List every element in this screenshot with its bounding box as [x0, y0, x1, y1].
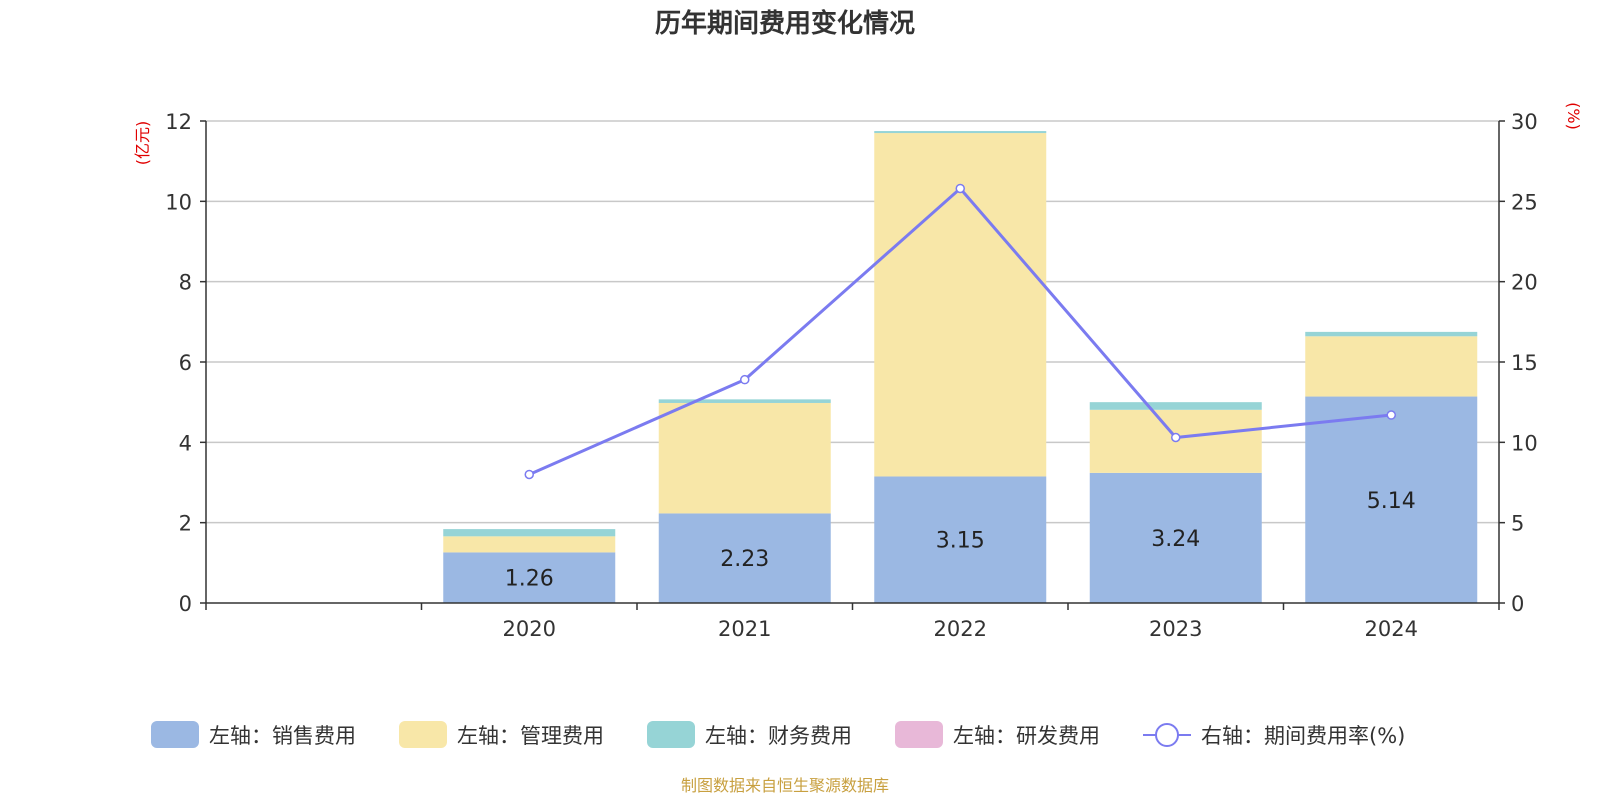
right-axis-tick-label: 10 [1511, 431, 1538, 455]
source-note: 制图数据来自恒生聚源数据库 [681, 776, 889, 795]
data-labels: 1.26 2.23 3.15 3.24 5.14 [505, 489, 1416, 592]
legend-label: 右轴：期间费用率(%) [1201, 724, 1405, 748]
grid-lines [206, 120, 1499, 524]
bar-segment [874, 131, 1047, 134]
legend-label: 左轴：管理费用 [457, 724, 604, 748]
right-axis-tick-label: 0 [1511, 592, 1524, 616]
left-axis-tick-label: 8 [179, 271, 192, 295]
rate-point [1171, 432, 1181, 443]
left-axis-tick-label: 4 [179, 431, 192, 455]
rate-point [524, 469, 534, 480]
right-axis-tick-label: 5 [1511, 512, 1524, 536]
x-axis-tick-label: 2023 [1149, 617, 1202, 641]
bar-segment [1089, 402, 1262, 410]
legend-label: 左轴：研发费用 [953, 724, 1100, 748]
bar-segment [443, 529, 616, 537]
right-axis-unit: (%) [1564, 102, 1583, 130]
right-axis-tick-label: 15 [1511, 351, 1538, 375]
legend-swatch [151, 721, 199, 748]
rate-point [740, 374, 750, 385]
left-axis-tick-label: 0 [179, 592, 192, 616]
left-axis-tick-label: 12 [165, 110, 192, 134]
left-axis-tick-label: 6 [179, 351, 192, 375]
legend-marker-icon [1155, 723, 1179, 747]
x-axis-tick-label: 2021 [718, 617, 771, 641]
chart-title: 历年期间费用变化情况 [655, 8, 915, 39]
rate-point [1386, 410, 1396, 420]
bar-value-label: 5.14 [1367, 489, 1416, 514]
right-axis-tick-label: 25 [1511, 190, 1538, 214]
x-axis-tick-label: 2022 [934, 617, 987, 641]
x-axis-tick-label: 2024 [1365, 617, 1418, 641]
bar-segment [1305, 336, 1478, 397]
bar-segment [1305, 331, 1478, 337]
legend-swatch [399, 721, 447, 748]
bar-segment [1089, 472, 1262, 603]
x-axis-tick-label: 2020 [503, 617, 556, 641]
legend-swatch [895, 721, 943, 748]
bar-value-label: 2.23 [720, 547, 769, 572]
left-axis-tick-label: 10 [165, 190, 192, 214]
bar-value-label: 1.26 [505, 567, 554, 592]
bar-segment [658, 402, 831, 514]
bar-segment [1305, 396, 1478, 603]
right-axis-tick-label: 20 [1511, 271, 1538, 295]
right-axis-tick-label: 30 [1511, 110, 1538, 134]
axes: 0 2 4 6 8 10 12 0 5 10 15 20 25 30 2020 2021 2022 2023 202… [165, 110, 1537, 641]
bar-segment [443, 552, 616, 603]
left-axis-unit: (亿元) [133, 121, 152, 166]
bars [443, 131, 1478, 603]
bar-segment [874, 476, 1047, 603]
rate-point [955, 183, 965, 194]
left-axis-tick-label: 2 [179, 512, 192, 536]
bar-segment [658, 513, 831, 603]
bar-segment [443, 536, 616, 553]
bar-value-label: 3.15 [936, 529, 985, 554]
legend-label: 左轴：财务费用 [705, 724, 852, 748]
bar-value-label: 3.24 [1151, 527, 1200, 552]
legend: 左轴：销售费用 左轴：管理费用 左轴：财务费用 左轴：研发费用 右轴：期间费用率(%) [151, 721, 1405, 748]
legend-swatch [647, 721, 695, 748]
rate-line [524, 183, 1396, 480]
bar-segment [658, 399, 831, 403]
legend-label: 左轴：销售费用 [209, 724, 356, 748]
